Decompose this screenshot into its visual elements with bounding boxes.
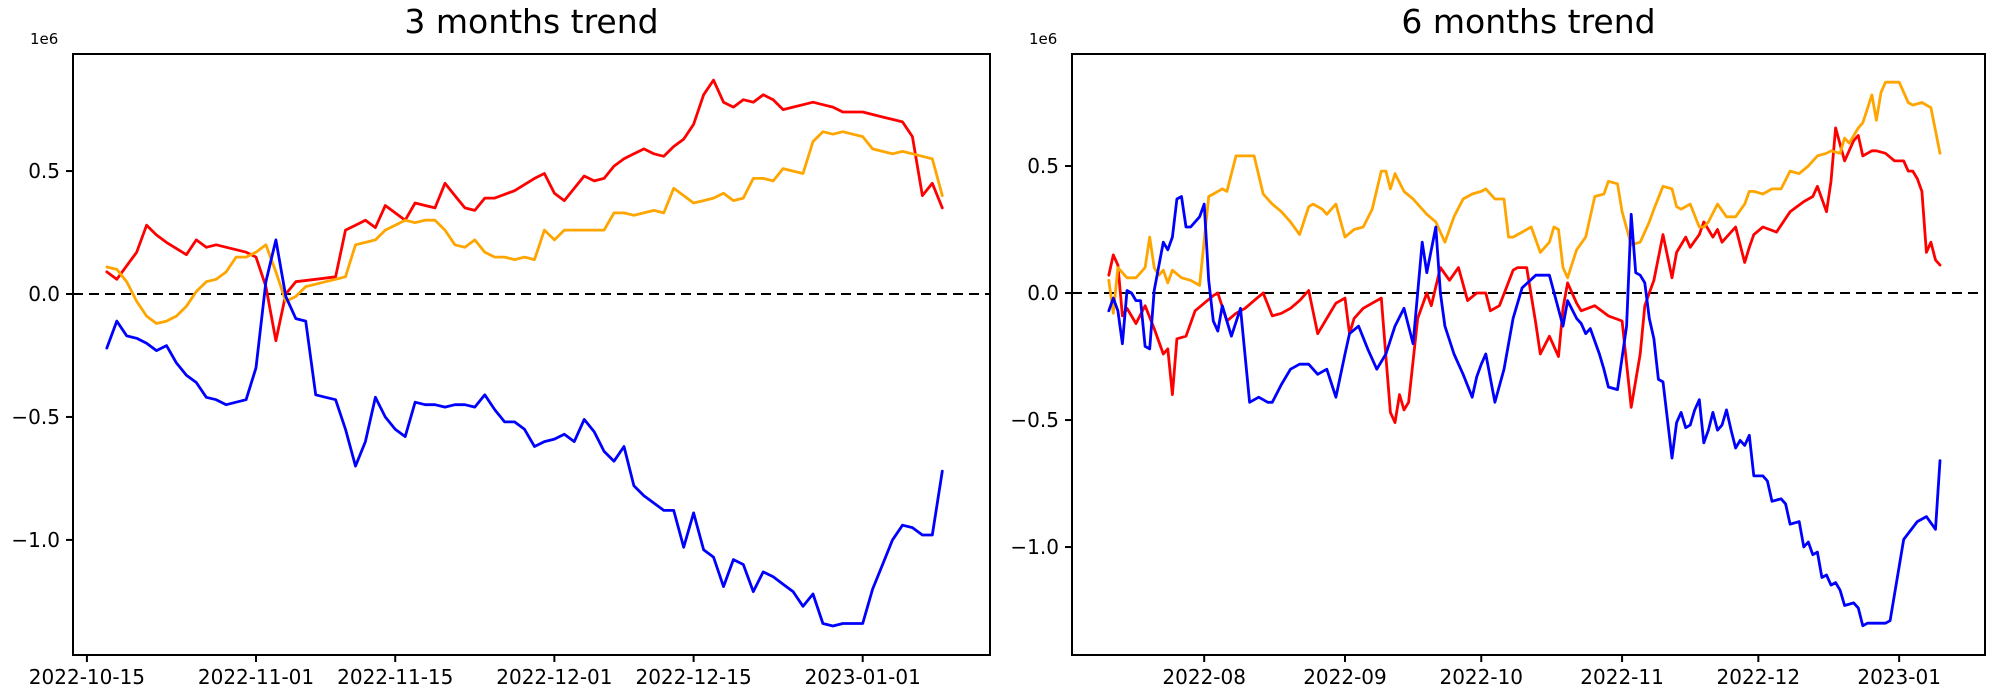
right-axis-offset-label: 1e6 — [1029, 30, 1057, 48]
left-y-tick-label: 0.5 — [28, 159, 60, 183]
left-x-tick-label: 2023-01-01 — [805, 665, 921, 689]
right-x-tick-label: 2022-08 — [1162, 665, 1246, 689]
right-x-tick-label: 2022-10 — [1439, 665, 1523, 689]
left-chart-red-line — [105, 78, 944, 343]
left-x-tick-label: 2022-10-15 — [29, 665, 145, 689]
left-chart-blue-line — [105, 238, 944, 628]
left-axis-offset-label: 1e6 — [30, 30, 58, 48]
right-y-tick-label: 0.5 — [1027, 154, 1059, 178]
right-chart-blue-line — [1107, 195, 1942, 628]
right-x-tick-label: 2022-09 — [1303, 665, 1387, 689]
left-x-tick-label: 2022-12-15 — [635, 665, 751, 689]
right-y-tick-label: −1.0 — [1010, 535, 1059, 559]
left-chart-title: 3 months trend — [404, 2, 659, 41]
right-chart-red-line — [1107, 126, 1942, 425]
left-x-tick-label: 2022-11-15 — [337, 665, 453, 689]
left-y-tick-label: −0.5 — [11, 405, 60, 429]
right-x-tick-label: 2022-12 — [1717, 665, 1801, 689]
left-x-tick-label: 2022-12-01 — [496, 665, 612, 689]
right-axes-frame — [1071, 53, 1986, 656]
left-axes-frame — [72, 53, 991, 656]
right-x-tick-label: 2023-01 — [1857, 665, 1941, 689]
right-y-tick-label: 0.0 — [1027, 281, 1059, 305]
left-x-tick-label: 2022-11-01 — [198, 665, 314, 689]
right-y-tick-label: −0.5 — [1010, 408, 1059, 432]
left-y-tick-label: −1.0 — [11, 528, 60, 552]
right-chart-title: 6 months trend — [1401, 2, 1656, 41]
left-y-tick-label: 0.0 — [28, 282, 60, 306]
right-chart-orange-line — [1107, 80, 1942, 315]
left-chart-orange-line — [105, 130, 944, 325]
left-chart: 1e6 2022-10-15 2022-11-01 2022-11-15 2022-12… — [11, 30, 991, 689]
right-x-tick-label: 2022-11 — [1580, 665, 1664, 689]
right-chart: 1e6 2022-08 2022-09 2022-10 2022-11 2022-12 20… — [1010, 30, 1986, 689]
